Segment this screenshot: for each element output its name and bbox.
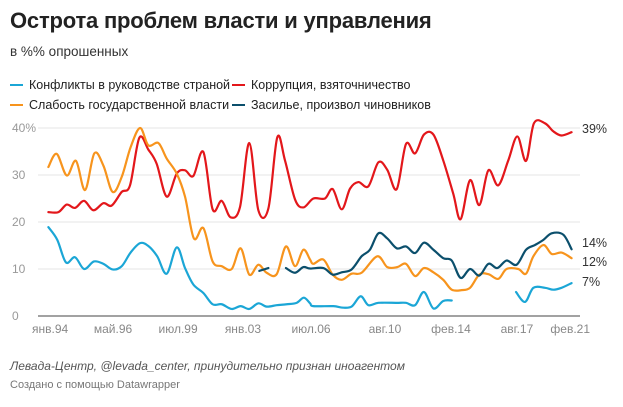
y-tick-label: 0 bbox=[12, 309, 19, 323]
end-value-label: 39% bbox=[582, 122, 607, 136]
legend-swatch bbox=[10, 103, 23, 107]
series-line-0 bbox=[514, 282, 573, 303]
x-tick-label: авг.10 bbox=[369, 322, 402, 336]
x-tick-label: июл.06 bbox=[291, 322, 330, 336]
y-tick-label: 20 bbox=[12, 215, 26, 229]
x-tick-label: авг.17 bbox=[501, 322, 534, 336]
legend-swatch bbox=[10, 83, 23, 87]
x-tick-label: янв.03 bbox=[225, 322, 262, 336]
series-line-3 bbox=[284, 231, 573, 280]
legend-item-corruption: Коррупция, взяточничество bbox=[232, 78, 410, 92]
end-value-label: 7% bbox=[582, 275, 600, 289]
legend-item-officials: Засилье, произвол чиновников bbox=[232, 98, 431, 112]
y-tick-label: 40% bbox=[12, 121, 36, 135]
x-tick-label: июл.99 bbox=[159, 322, 198, 336]
source-note: Левада-Центр, @levada_center, принудител… bbox=[10, 359, 405, 373]
chart-title: Острота проблем власти и управления bbox=[10, 8, 432, 33]
y-tick-label: 10 bbox=[12, 262, 26, 276]
legend-label: Засилье, произвол чиновников bbox=[251, 98, 431, 112]
y-tick-label: 30 bbox=[12, 168, 26, 182]
legend-swatch bbox=[232, 103, 245, 107]
x-tick-label: фев.14 bbox=[431, 322, 471, 336]
series-line-2 bbox=[47, 126, 573, 292]
x-tick-label: янв.94 bbox=[32, 322, 69, 336]
end-value-label: 12% bbox=[582, 255, 607, 269]
x-tick-label: май.96 bbox=[94, 322, 133, 336]
credit-note: Создано с помощью Datawrapper bbox=[10, 379, 180, 391]
end-value-label: 14% bbox=[582, 236, 607, 250]
series-line-3 bbox=[258, 266, 270, 272]
series-line-1 bbox=[47, 119, 573, 221]
legend-item-weakness: Слабость государственной власти bbox=[10, 98, 229, 112]
series-line-0 bbox=[47, 226, 453, 311]
legend-item-conflicts: Конфликты в руководстве страной bbox=[10, 78, 230, 92]
legend-swatch bbox=[232, 83, 245, 87]
x-tick-label: фев.21 bbox=[550, 322, 590, 336]
chart-subtitle: в %% опрошенных bbox=[10, 44, 129, 59]
legend-label: Конфликты в руководстве страной bbox=[29, 78, 231, 92]
legend-label: Слабость государственной власти bbox=[29, 98, 230, 112]
legend-label: Коррупция, взяточничество bbox=[251, 78, 411, 92]
